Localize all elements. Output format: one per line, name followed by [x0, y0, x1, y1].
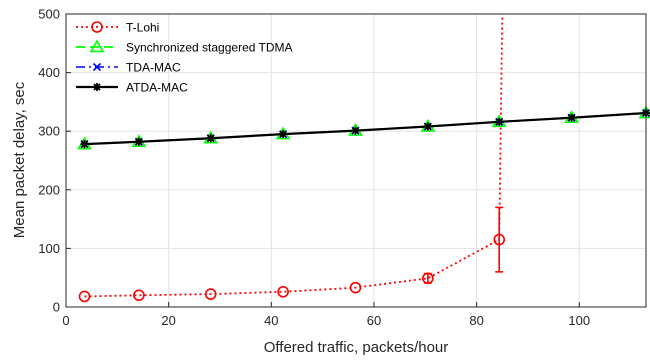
data-point [277, 285, 289, 298]
legend-label: TDA-MAC [126, 61, 181, 75]
x-tick-label: 20 [161, 313, 175, 328]
legend-label: Synchronized staggered TDMA [126, 41, 293, 55]
y-tick-label: 300 [38, 124, 60, 139]
legend-swatch-marker [89, 39, 105, 53]
x-tick-label: 40 [264, 313, 278, 328]
legend: T-Lohi Synchronized staggered TDMA TDA-MAC… [76, 21, 293, 95]
ticks: 0 20 40 60 80 100 0 100 200 300 400 500 [38, 7, 590, 329]
data-point [78, 290, 91, 303]
y-tick-label: 0 [53, 300, 60, 315]
data-point [133, 289, 145, 302]
data-point [349, 281, 362, 294]
data-point [204, 288, 217, 300]
data-point [80, 140, 89, 149]
plot-frame [65, 13, 647, 308]
y-axis-label: Mean packet delay, sec [11, 81, 28, 238]
legend-label: ATDA-MAC [126, 81, 188, 95]
data-point [351, 126, 360, 135]
legend-swatch-marker [93, 83, 101, 91]
legend-entry: TDA-MAC [76, 61, 181, 75]
data-point [567, 113, 576, 122]
x-tick-label: 80 [469, 313, 483, 328]
data-point [134, 137, 143, 146]
data-point [495, 117, 504, 126]
y-tick-label: 500 [38, 7, 60, 22]
series-t-lohi [78, 13, 506, 303]
data-point [493, 233, 506, 246]
legend-label: T-Lohi [126, 21, 159, 35]
x-tick-label: 60 [367, 313, 381, 328]
y-tick-label: 200 [38, 182, 60, 197]
legend-entry: ATDA-MAC [76, 81, 188, 95]
data-point [206, 134, 215, 143]
legend-entry: Synchronized staggered TDMA [76, 39, 293, 55]
x-tick-label: 100 [568, 313, 590, 328]
y-tick-label: 400 [38, 65, 60, 80]
legend-swatch-marker [91, 21, 103, 33]
y-tick-label: 100 [38, 241, 60, 256]
x-axis-label: Offered traffic, packets/hour [264, 339, 449, 356]
x-tick-label: 0 [62, 313, 69, 328]
plot-area [66, 14, 646, 307]
data-point [422, 272, 434, 285]
legend-entry: T-Lohi [76, 21, 159, 35]
data-point [423, 122, 432, 131]
legend-swatch-marker [92, 62, 102, 72]
data-point [279, 130, 288, 139]
series-layer [77, 13, 650, 303]
